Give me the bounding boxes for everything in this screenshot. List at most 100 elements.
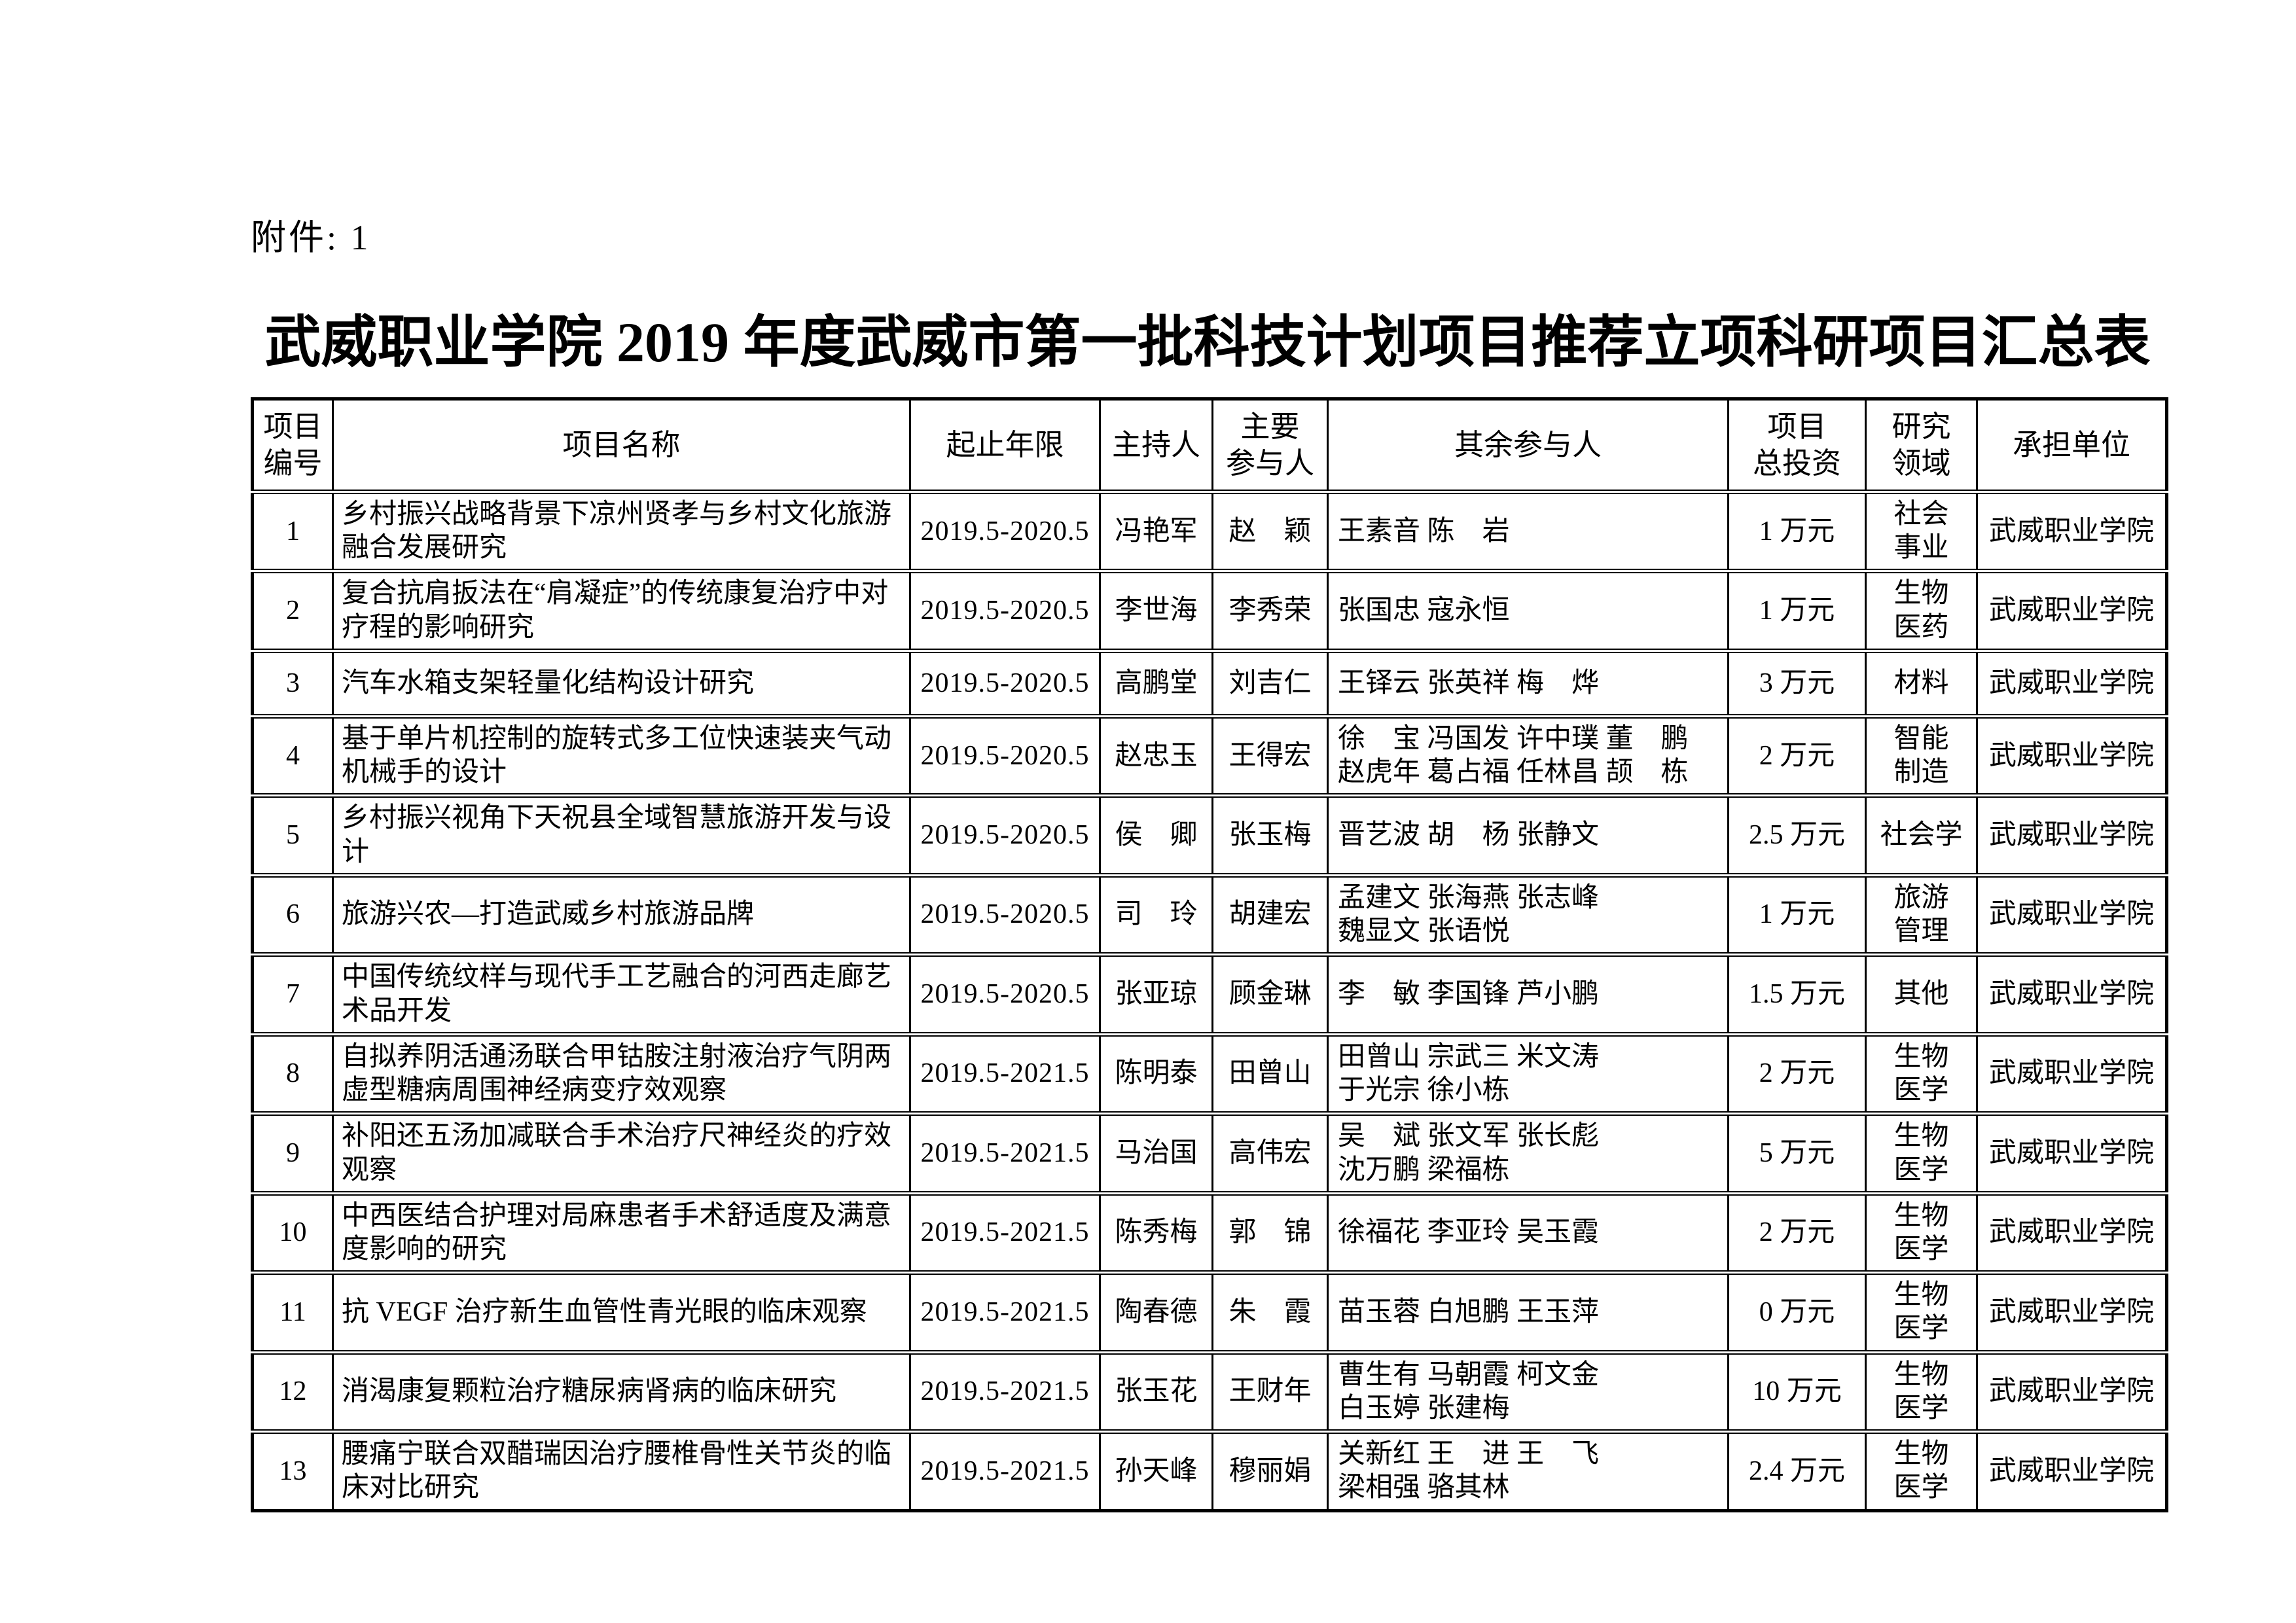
cell-leader: 陈明泰: [1099, 1031, 1213, 1114]
cell-project-title: 汽车水箱支架轻量化结构设计研究: [332, 648, 911, 717]
cell-unit: 武威职业学院: [1976, 872, 2168, 955]
cell-main-participants: 王财年: [1211, 1349, 1329, 1432]
cell-research-field: 生物 医学: [1865, 1270, 1978, 1353]
cell-research-field: 智能 制造: [1865, 713, 1978, 796]
table-row: 11 抗 VEGF 治疗新生血管性青光眼的临床观察 2019.5-2021.5 …: [251, 1270, 2168, 1353]
cell-main-participants: 顾金琳: [1211, 952, 1329, 1035]
column-header-research-field: 研究 领域: [1865, 399, 1978, 494]
cell-project-no: 10: [251, 1190, 334, 1273]
cell-research-field: 生物 医学: [1865, 1429, 1978, 1511]
cell-leader: 赵忠玉: [1099, 713, 1213, 796]
cell-unit: 武威职业学院: [1976, 648, 2168, 717]
cell-period: 2019.5-2021.5: [909, 1190, 1101, 1273]
cell-investment: 5 万元: [1727, 1111, 1867, 1194]
table-row: 10 中西医结合护理对局麻患者手术舒适度及满意度影响的研究 2019.5-202…: [251, 1190, 2168, 1273]
column-header-other-participants: 其余参与人: [1327, 399, 1729, 494]
cell-other-participants: 王铎云 张英祥 梅 烨: [1327, 648, 1729, 717]
cell-main-participants: 张玉梅: [1211, 793, 1329, 876]
cell-project-no: 8: [251, 1031, 334, 1114]
column-header-period: 起止年限: [909, 399, 1101, 494]
cell-investment: 2.4 万元: [1727, 1429, 1867, 1511]
cell-investment: 1 万元: [1727, 489, 1867, 571]
cell-main-participants: 刘吉仁: [1211, 648, 1329, 717]
table-row: 3 汽车水箱支架轻量化结构设计研究 2019.5-2020.5 高鹏堂 刘吉仁 …: [251, 648, 2168, 717]
column-header-project-title: 项目名称: [332, 399, 911, 494]
cell-period: 2019.5-2021.5: [909, 1111, 1101, 1194]
cell-project-no: 7: [251, 952, 334, 1035]
cell-unit: 武威职业学院: [1976, 793, 2168, 876]
cell-project-title: 消渴康复颗粒治疗糖尿病肾病的临床研究: [332, 1349, 911, 1432]
cell-investment: 2 万元: [1727, 713, 1867, 796]
cell-research-field: 生物 医学: [1865, 1031, 1978, 1114]
cell-unit: 武威职业学院: [1976, 569, 2168, 651]
cell-project-title: 自拟养阴活通汤联合甲钴胺注射液治疗气阴两虚型糖病周围神经病变疗效观察: [332, 1031, 911, 1114]
cell-period: 2019.5-2020.5: [909, 952, 1101, 1035]
cell-investment: 0 万元: [1727, 1270, 1867, 1353]
cell-project-no: 13: [251, 1429, 334, 1511]
cell-project-title: 中国传统纹样与现代手工艺融合的河西走廊艺术品开发: [332, 952, 911, 1035]
cell-investment: 10 万元: [1727, 1349, 1867, 1432]
cell-main-participants: 胡建宏: [1211, 872, 1329, 955]
cell-research-field: 社会 事业: [1865, 489, 1978, 571]
cell-leader: 侯 卿: [1099, 793, 1213, 876]
cell-other-participants: 苗玉蓉 白旭鹏 王玉萍: [1327, 1270, 1729, 1353]
cell-research-field: 其他: [1865, 952, 1978, 1035]
table-row: 12 消渴康复颗粒治疗糖尿病肾病的临床研究 2019.5-2021.5 张玉花 …: [251, 1349, 2168, 1432]
projects-table: 项目 编号 项目名称 起止年限 主持人 主要 参与人 其余参与人 项目 总投资 …: [251, 397, 2168, 1512]
column-header-main-participants: 主要 参与人: [1211, 399, 1329, 494]
table-row: 9 补阳还五汤加减联合手术治疗尺神经炎的疗效观察 2019.5-2021.5 马…: [251, 1111, 2168, 1194]
cell-main-participants: 李秀荣: [1211, 569, 1329, 651]
column-header-leader: 主持人: [1099, 399, 1213, 494]
cell-project-title: 腰痛宁联合双醋瑞因治疗腰椎骨性关节炎的临床对比研究: [332, 1429, 911, 1511]
cell-other-participants: 吴 斌 张文军 张长彪 沈万鹏 梁福栋: [1327, 1111, 1729, 1194]
cell-research-field: 旅游 管理: [1865, 872, 1978, 955]
cell-other-participants: 徐福花 李亚玲 吴玉霞: [1327, 1190, 1729, 1273]
cell-period: 2019.5-2020.5: [909, 713, 1101, 796]
cell-investment: 1.5 万元: [1727, 952, 1867, 1035]
column-header-project-no: 项目 编号: [251, 399, 334, 494]
cell-main-participants: 王得宏: [1211, 713, 1329, 796]
cell-project-no: 12: [251, 1349, 334, 1432]
cell-research-field: 生物 医学: [1865, 1111, 1978, 1194]
cell-project-no: 6: [251, 872, 334, 955]
cell-leader: 李世海: [1099, 569, 1213, 651]
cell-period: 2019.5-2020.5: [909, 648, 1101, 717]
cell-leader: 司 玲: [1099, 872, 1213, 955]
cell-project-title: 中西医结合护理对局麻患者手术舒适度及满意度影响的研究: [332, 1190, 911, 1273]
cell-project-title: 乡村振兴战略背景下凉州贤孝与乡村文化旅游融合发展研究: [332, 489, 911, 571]
attachment-note: 附件: 1: [251, 218, 371, 257]
cell-unit: 武威职业学院: [1976, 1349, 2168, 1432]
cell-leader: 张亚琼: [1099, 952, 1213, 1035]
cell-project-title: 补阳还五汤加减联合手术治疗尺神经炎的疗效观察: [332, 1111, 911, 1194]
cell-other-participants: 李 敏 李国锋 芦小鹏: [1327, 952, 1729, 1035]
table-row: 7 中国传统纹样与现代手工艺融合的河西走廊艺术品开发 2019.5-2020.5…: [251, 952, 2168, 1035]
cell-leader: 张玉花: [1099, 1349, 1213, 1432]
cell-main-participants: 朱 霞: [1211, 1270, 1329, 1353]
cell-main-participants: 高伟宏: [1211, 1111, 1329, 1194]
column-header-unit: 承担单位: [1976, 399, 2168, 494]
column-header-investment: 项目 总投资: [1727, 399, 1867, 494]
table-body: 1 乡村振兴战略背景下凉州贤孝与乡村文化旅游融合发展研究 2019.5-2020…: [251, 489, 2168, 1511]
cell-leader: 冯艳军: [1099, 489, 1213, 571]
cell-investment: 2 万元: [1727, 1190, 1867, 1273]
table-row: 13 腰痛宁联合双醋瑞因治疗腰椎骨性关节炎的临床对比研究 2019.5-2021…: [251, 1429, 2168, 1511]
cell-unit: 武威职业学院: [1976, 489, 2168, 571]
table-row: 2 复合抗肩扳法在“肩凝症”的传统康复治疗中对疗程的影响研究 2019.5-20…: [251, 569, 2168, 651]
cell-project-no: 4: [251, 713, 334, 796]
cell-main-participants: 穆丽娟: [1211, 1429, 1329, 1511]
cell-project-no: 2: [251, 569, 334, 651]
cell-project-no: 11: [251, 1270, 334, 1353]
cell-other-participants: 张国忠 寇永恒: [1327, 569, 1729, 651]
cell-project-title: 抗 VEGF 治疗新生血管性青光眼的临床观察: [332, 1270, 911, 1353]
cell-other-participants: 王素音 陈 岩: [1327, 489, 1729, 571]
cell-period: 2019.5-2021.5: [909, 1349, 1101, 1432]
cell-project-no: 3: [251, 648, 334, 717]
cell-investment: 2 万元: [1727, 1031, 1867, 1114]
cell-unit: 武威职业学院: [1976, 1190, 2168, 1273]
cell-other-participants: 关新红 王 进 王 飞 梁相强 骆其林: [1327, 1429, 1729, 1511]
cell-leader: 高鹏堂: [1099, 648, 1213, 717]
cell-investment: 1 万元: [1727, 872, 1867, 955]
cell-project-no: 1: [251, 489, 334, 571]
cell-project-title: 基于单片机控制的旋转式多工位快速装夹气动机械手的设计: [332, 713, 911, 796]
cell-investment: 3 万元: [1727, 648, 1867, 717]
